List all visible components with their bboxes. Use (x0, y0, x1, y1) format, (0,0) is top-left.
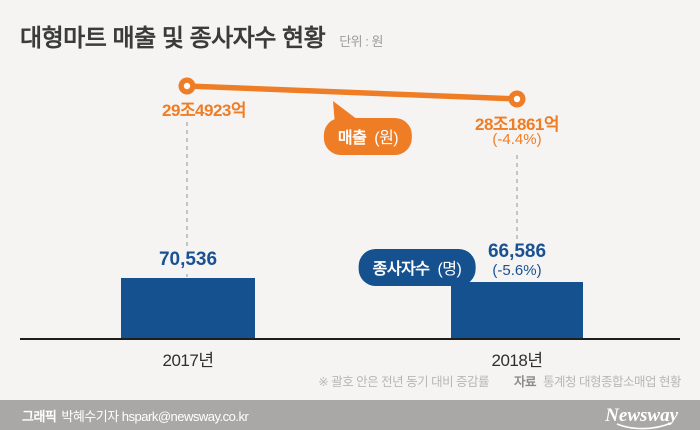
credit-text: 박혜수기자 hspark@newsway.co.kr (61, 408, 249, 424)
sales-marker-2018-hole (513, 95, 521, 103)
unit-label: 단위 : 원 (339, 34, 383, 49)
header: 대형마트 매출 및 종사자수 현황 단위 : 원 (20, 18, 383, 53)
staff-change-2018: (-5.6%) (489, 262, 545, 279)
staff-bar-2017 (121, 278, 255, 339)
credit-label: 그래픽 (22, 408, 57, 424)
sales-legend-badge: 매출 (원) (323, 118, 413, 155)
footnote: ※ 괄호 안은 전년 동기 대비 증감률 자료 통계청 대형종합소매업 현황 (318, 371, 681, 390)
sales-legend-unit: (원) (374, 130, 399, 147)
sales-change-2018: (-4.4%) (489, 131, 545, 148)
sales-marker-2017-hole (183, 82, 191, 90)
staff-legend-name: 종사자수 (372, 261, 430, 278)
staff-value-2018: 66,586 (484, 241, 550, 263)
staff-legend-unit: (명) (437, 261, 462, 278)
logo-swoosh (616, 421, 672, 429)
sales-value-2017: 29조4923억 (161, 101, 247, 120)
x-axis-line (20, 338, 680, 340)
sales-line (184, 83, 520, 102)
staff-legend-badge: 종사자수 (명) (358, 249, 476, 286)
newsway-logo: Newsway (605, 404, 678, 429)
newsway-logo-text: Newsway (605, 404, 678, 426)
source-text: 통계청 대형종합소매업 현황 (543, 375, 681, 389)
staff-bar-2018 (451, 282, 583, 339)
page-title: 대형마트 매출 및 종사자수 현황 (20, 25, 326, 52)
x-tick-2017: 2017년 (162, 351, 214, 370)
sales-value-2018: 28조1861억 (471, 110, 563, 135)
staff-value-2017: 70,536 (155, 249, 221, 271)
sales-legend-name: 매출 (337, 130, 367, 147)
credit-line: 그래픽 박혜수기자 hspark@newsway.co.kr (22, 406, 249, 425)
footer-bar: 그래픽 박혜수기자 hspark@newsway.co.kr Newsway (0, 400, 700, 430)
footnote-note: ※ 괄호 안은 전년 동기 대비 증감률 (318, 375, 490, 389)
source-label: 자료 (514, 375, 537, 389)
x-tick-2018: 2018년 (491, 351, 543, 370)
